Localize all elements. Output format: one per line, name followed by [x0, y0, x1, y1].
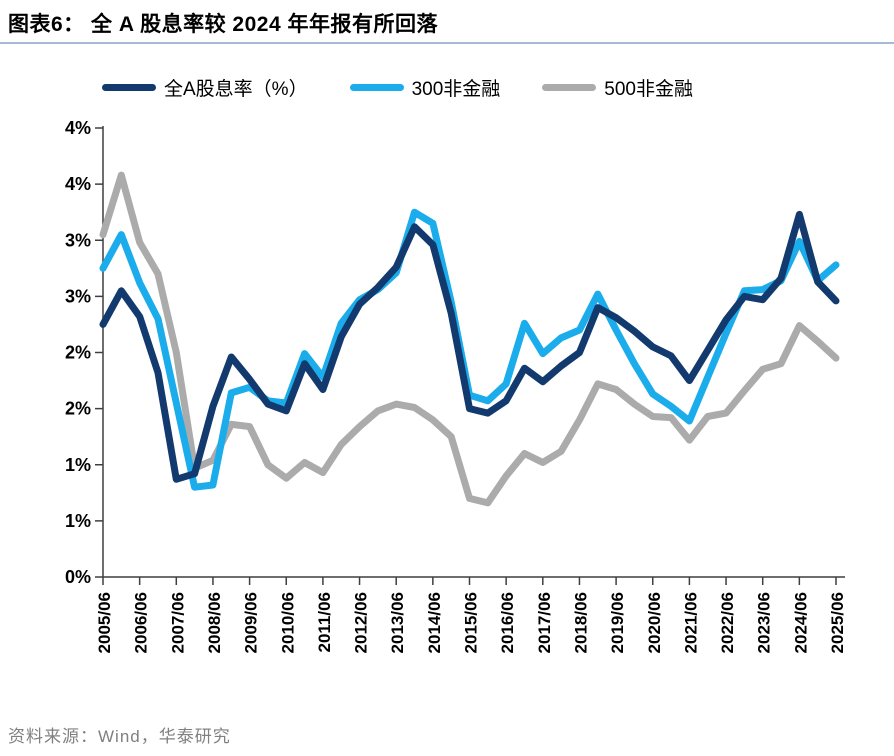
legend-item-0: 全A股息率（%）	[102, 74, 308, 101]
series-line-0	[99, 210, 840, 483]
y-axis-tick-label: 4%	[65, 174, 91, 194]
x-axis-tick-label: 2013/06	[388, 592, 407, 653]
y-axis-tick-label: 3%	[65, 286, 91, 306]
legend-label: 全A股息率（%）	[164, 79, 308, 100]
x-axis-tick-label: 2014/06	[425, 592, 444, 653]
y-axis-tick-label: 1%	[65, 455, 91, 475]
y-axis-tick-label: 2%	[65, 343, 91, 363]
series-line-1	[99, 208, 840, 491]
legend-swatch-icon	[102, 84, 156, 91]
x-axis-tick-label: 2022/06	[718, 592, 737, 653]
figure-title: 图表6： 全 A 股息率较 2024 年年报有所回落	[8, 13, 438, 36]
legend-item-1: 300非金融	[349, 74, 501, 101]
x-axis-tick-label: 2008/06	[205, 592, 224, 653]
x-axis-tick-label: 2018/06	[571, 592, 590, 653]
x-axis-tick-label: 2019/06	[608, 592, 627, 653]
y-axis-tick-label: 0%	[65, 567, 91, 587]
chart-legend: 全A股息率（%） 300非金融 500非金融	[102, 74, 693, 101]
x-axis-tick-label: 2016/06	[498, 592, 517, 653]
source-note: 资料来源：Wind，华泰研究	[8, 727, 231, 746]
legend-swatch-icon	[542, 84, 597, 91]
y-axis-tick-label: 4%	[65, 118, 91, 138]
x-axis-tick-label: 2009/06	[242, 592, 261, 653]
y-axis-tick-label: 2%	[65, 399, 91, 419]
y-axis-tick-label: 3%	[65, 230, 91, 250]
legend-label: 300非金融	[411, 79, 501, 100]
y-axis-tick-label: 1%	[65, 511, 91, 531]
x-axis-tick-label: 2015/06	[462, 592, 481, 653]
title-divider	[0, 42, 894, 44]
x-axis-tick-label: 2024/06	[791, 592, 810, 653]
x-axis-tick-label: 2010/06	[278, 592, 297, 653]
x-axis-tick-label: 2023/06	[755, 592, 774, 653]
x-axis-tick-label: 2012/06	[352, 592, 371, 653]
x-axis-tick-label: 2011/06	[315, 592, 334, 653]
x-axis-tick-label: 2017/06	[535, 592, 554, 653]
x-axis-tick-label: 2025/06	[828, 592, 847, 653]
x-axis-tick-label: 2005/06	[95, 592, 114, 653]
legend-label: 500非金融	[604, 79, 693, 100]
x-axis-tick-label: 2021/06	[681, 592, 700, 653]
x-axis-tick-label: 2006/06	[132, 592, 151, 653]
legend-item-2: 500非金融	[542, 74, 693, 101]
x-axis-tick-label: 2007/06	[168, 592, 187, 653]
x-axis-tick-label: 2020/06	[645, 592, 664, 653]
legend-swatch-icon	[349, 84, 404, 91]
